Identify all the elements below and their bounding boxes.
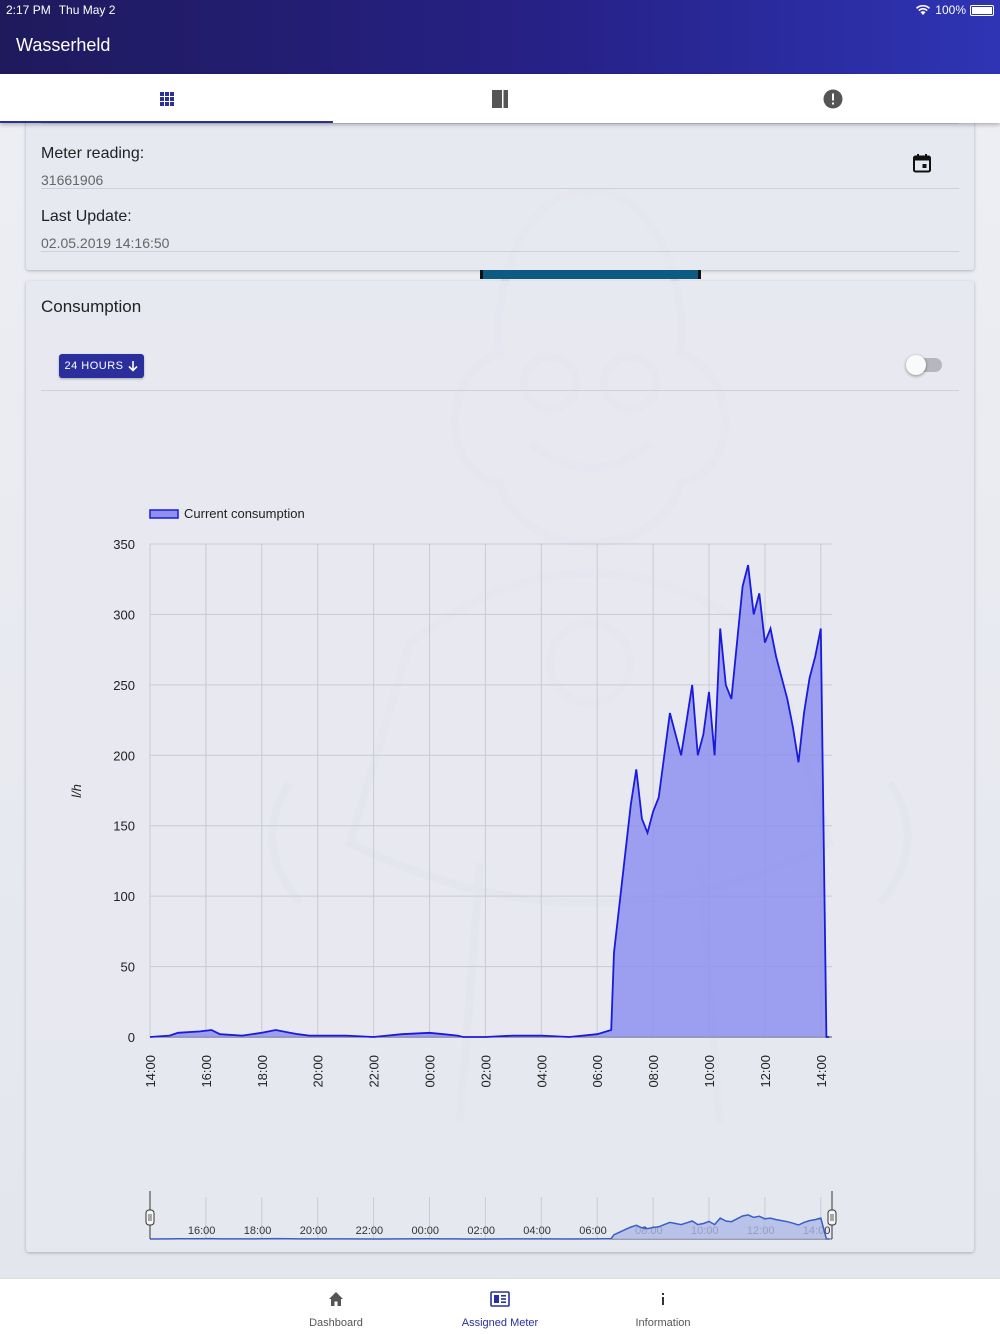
tab-dashboard-grid[interactable]: [0, 74, 334, 123]
status-bar: 2:17 PM Thu May 2 100%: [0, 0, 1000, 20]
navigator-line: [149, 1214, 830, 1240]
navigator-tick-label: 00:00: [412, 1225, 440, 1237]
navigator-tick-label: 04:00: [523, 1225, 551, 1237]
x-tick-label: 02:00: [478, 1055, 493, 1088]
legend-label: Current consumption: [184, 506, 305, 521]
home-icon: [329, 1292, 343, 1306]
meter-reading-value: 31661906: [41, 172, 104, 188]
status-date: Thu May 2: [58, 3, 116, 17]
x-tick-label: 18:00: [255, 1055, 270, 1088]
range-24h-button[interactable]: 24 HOURS: [59, 354, 144, 378]
nav-information-label: Information: [635, 1317, 691, 1329]
nav-assigned-meter-label: Assigned Meter: [461, 1317, 539, 1329]
x-tick-label: 12:00: [758, 1055, 773, 1088]
alert-icon: [823, 89, 843, 108]
navigator-tick-label: 18:00: [244, 1225, 272, 1237]
consumption-divider: [41, 390, 959, 391]
battery-percent: 100%: [935, 3, 966, 17]
field-divider-top: [41, 123, 959, 124]
bottom-navigation: Dashboard Assigned Meter Information: [0, 1278, 1000, 1334]
y-tick-label: 350: [113, 537, 135, 552]
y-tick-label: 150: [113, 819, 135, 834]
navigator-area: [150, 1214, 830, 1239]
y-axis-label: l/h: [69, 784, 84, 798]
consumption-card: Consumption 24 HOURS 0 50 100 150 200 250 300 3…: [26, 281, 974, 1252]
meter-reading-field: Meter reading: 31661906: [41, 145, 959, 189]
x-tick-label: 08:00: [646, 1055, 661, 1088]
book-icon: [491, 89, 508, 108]
y-tick-label: 200: [113, 748, 135, 763]
navigator-tick-label: 02:00: [467, 1225, 495, 1237]
nav-information[interactable]: Information: [603, 1289, 723, 1329]
x-tick-label: 16:00: [199, 1055, 214, 1088]
grid-icon: [159, 91, 174, 106]
x-tick-label: 10:00: [702, 1055, 717, 1088]
y-tick-label: 50: [121, 960, 135, 975]
arrow-down-icon: [127, 361, 138, 372]
nav-dashboard[interactable]: Dashboard: [276, 1289, 396, 1329]
battery-icon: [970, 4, 994, 16]
nav-assigned-meter[interactable]: Assigned Meter: [440, 1289, 560, 1329]
navigator-tick-label: 16:00: [188, 1225, 216, 1237]
x-tick-label: 14:00: [143, 1055, 158, 1088]
status-time: 2:17 PM: [6, 3, 51, 17]
meter-reading-label: Meter reading:: [41, 145, 145, 162]
x-tick-label: 00:00: [423, 1055, 438, 1088]
toggle-knob: [906, 355, 926, 375]
drag-handle-strip: [480, 270, 701, 279]
last-update-value: 02.05.2019 14:16:50: [41, 235, 170, 251]
navigator-tick-label: 20:00: [300, 1225, 328, 1237]
app-bar: Wasserheld: [0, 0, 1000, 74]
consumption-title: Consumption: [41, 297, 142, 316]
meter-list-icon: [490, 1291, 510, 1307]
last-update-label: Last Update:: [41, 208, 132, 225]
navigator-left-handle[interactable]: [145, 1209, 155, 1226]
series-line-current-consumption: [149, 564, 830, 1038]
legend-swatch: [149, 509, 179, 519]
consumption-chart: 0 50 100 150 200 250 300 350 14:00 16:00 18:00 20:0…: [69, 506, 837, 1240]
last-update-field: Last Update: 02.05.2019 14:16:50: [41, 208, 959, 252]
meter-info-card: Meter reading: 31661906 Last Update: 02.…: [26, 123, 974, 270]
tab-bar: [0, 74, 1000, 123]
range-button-label: 24 HOURS: [64, 360, 124, 372]
nav-dashboard-label: Dashboard: [309, 1317, 363, 1329]
y-tick-label: 300: [113, 607, 135, 622]
x-tick-label: 06:00: [590, 1055, 605, 1088]
app-title: Wasserheld: [16, 35, 111, 55]
info-icon: [662, 1293, 664, 1305]
y-tick-label: 250: [113, 678, 135, 693]
content-area: Meter reading: 31661906 Last Update: 02.…: [0, 123, 1000, 1278]
y-tick-label: 100: [113, 889, 135, 904]
series-area: [150, 565, 830, 1037]
tab-book[interactable]: [333, 74, 666, 123]
calendar-icon[interactable]: [912, 153, 932, 173]
y-tick-label: 0: [128, 1030, 135, 1045]
x-tick-label: 04:00: [534, 1055, 549, 1088]
x-tick-label: 22:00: [367, 1055, 382, 1088]
navigator-tick-label: 06:00: [579, 1225, 607, 1237]
x-tick-label: 14:00: [814, 1055, 829, 1088]
tab-alerts[interactable]: [667, 74, 1000, 123]
navigator-tick-label: 22:00: [356, 1225, 384, 1237]
x-tick-label: 20:00: [311, 1055, 326, 1088]
navigator-right-handle[interactable]: [827, 1209, 837, 1226]
chart-toggle-switch[interactable]: [906, 355, 942, 375]
wifi-icon: [916, 4, 931, 15]
